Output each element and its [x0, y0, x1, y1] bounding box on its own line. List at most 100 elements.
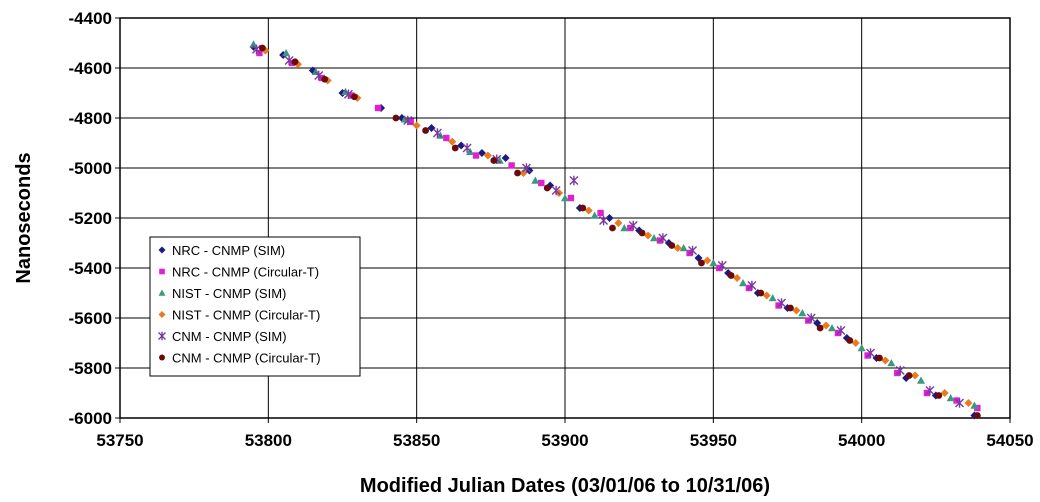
series-5	[259, 44, 981, 419]
y-tick-label: -6000	[69, 409, 112, 428]
data-point	[762, 291, 771, 300]
data-point	[777, 298, 787, 308]
data-point	[422, 127, 429, 134]
y-tick-label: -4800	[69, 109, 112, 128]
y-tick-labels: -4400 -4600 -4800 -5000 -5200 -5400 -5600 -5800…	[69, 9, 112, 428]
data-point	[935, 392, 943, 399]
data-point	[392, 114, 400, 122]
data-point	[955, 398, 965, 408]
data-point	[964, 399, 973, 407]
data-point	[412, 121, 421, 130]
legend-item-label: NRC - CNMP (SIM)	[172, 243, 285, 258]
data-point	[733, 274, 742, 282]
data-point	[970, 401, 979, 409]
data-point	[605, 214, 614, 222]
data-point	[561, 194, 569, 202]
x-axis-title: Modified Julian Dates (03/01/06 to 10/31…	[360, 475, 770, 497]
legend-marker	[158, 331, 166, 341]
data-point	[451, 144, 459, 152]
data-point	[703, 256, 712, 265]
data-point	[462, 143, 472, 153]
data-point	[249, 40, 258, 48]
data-point	[432, 128, 442, 138]
y-tick-label: -5600	[69, 309, 112, 328]
data-point	[311, 67, 320, 75]
data-point	[846, 337, 854, 344]
y-tick-label: -4400	[69, 9, 112, 28]
data-point	[866, 348, 876, 358]
data-point	[495, 156, 504, 164]
legend-item-label: NIST - CNMP (SIM)	[172, 286, 286, 301]
series-1	[256, 49, 981, 412]
data-point	[614, 219, 623, 227]
y-tick-label: -5000	[69, 159, 112, 178]
data-point	[350, 93, 358, 101]
data-point	[514, 169, 521, 177]
data-point	[688, 245, 698, 256]
data-point	[501, 154, 510, 162]
data-point	[403, 115, 413, 126]
legend-marker	[158, 289, 166, 296]
data-point	[679, 244, 688, 252]
data-point	[940, 389, 949, 397]
data-point	[628, 220, 638, 231]
data-point	[650, 234, 658, 242]
data-point	[483, 151, 492, 160]
x-tick-label: 53800	[245, 431, 292, 450]
data-point	[543, 184, 551, 192]
data-point	[973, 412, 981, 419]
data-point	[609, 224, 616, 232]
y-tick-label: -5400	[69, 259, 112, 278]
data-point	[658, 233, 668, 243]
legend-marker	[159, 354, 165, 361]
data-point	[251, 44, 261, 55]
data-point	[490, 157, 498, 164]
data-point	[739, 279, 747, 287]
legend-marker	[158, 311, 166, 318]
data-point	[757, 289, 765, 297]
data-point	[569, 175, 579, 186]
data-point	[579, 204, 587, 212]
data-point	[911, 371, 920, 380]
x-tick-label: 53900	[541, 431, 588, 450]
data-point	[792, 306, 801, 315]
data-point	[443, 134, 450, 142]
data-point	[282, 49, 291, 57]
data-point	[887, 359, 896, 367]
data-point	[768, 294, 777, 302]
series-2	[249, 40, 979, 409]
data-point	[798, 309, 807, 317]
data-point	[709, 259, 718, 267]
data-point	[620, 224, 629, 232]
data-point	[448, 137, 457, 146]
y-tick-label: -4600	[69, 59, 112, 78]
data-point	[538, 179, 545, 187]
x-tick-label: 53950	[690, 431, 737, 450]
data-point	[727, 272, 735, 279]
data-point	[508, 162, 515, 169]
x-tick-label: 54000	[838, 431, 885, 450]
data-point	[638, 229, 646, 237]
x-tick-labels: 53750 53800 53850 53900 53950 54000 54050	[96, 431, 1033, 450]
data-point	[673, 244, 682, 252]
data-point	[816, 324, 824, 332]
legend-item-label: NRC - CNMP (Circular-T)	[172, 265, 319, 280]
data-point	[314, 70, 324, 81]
data-point	[806, 313, 816, 323]
legend-item-label: NIST - CNMP (Circular-T)	[172, 308, 320, 323]
data-point	[457, 141, 466, 150]
legend-marker	[158, 246, 166, 254]
legend-item-label: CNM - CNMP (SIM)	[172, 329, 287, 344]
data-point	[259, 44, 266, 52]
data-point	[905, 372, 913, 379]
data-point	[668, 242, 676, 249]
data-point	[717, 260, 727, 271]
data-point	[284, 55, 294, 66]
data-point	[946, 394, 955, 402]
data-point	[876, 354, 883, 362]
data-point	[599, 215, 609, 226]
data-point	[644, 231, 653, 240]
data-point	[925, 385, 935, 396]
x-tick-label: 53850	[393, 431, 440, 450]
